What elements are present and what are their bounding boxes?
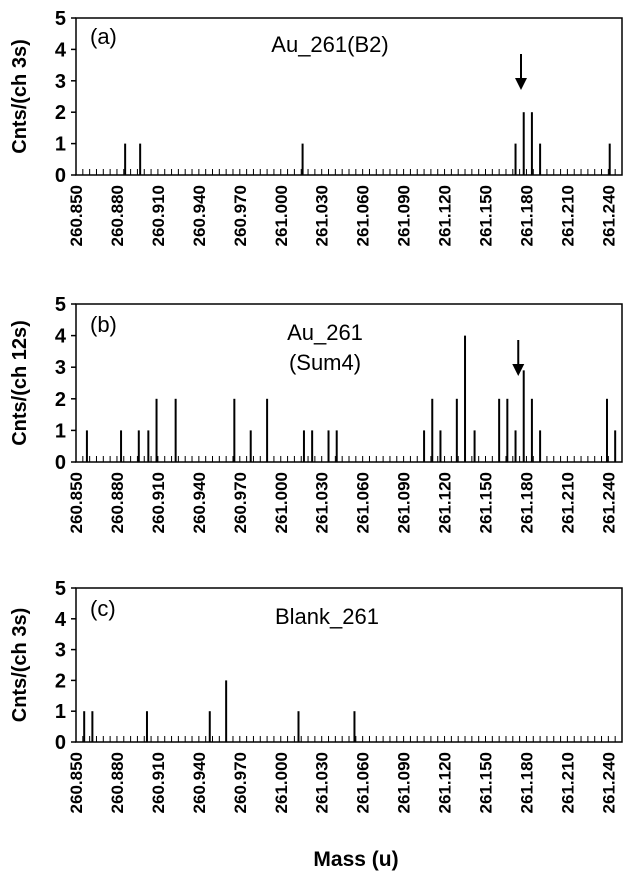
arrow-marker-head (512, 364, 525, 376)
x-tick-label: 260.910 (149, 185, 168, 246)
x-tick-label: 260.910 (149, 752, 168, 813)
x-tick-label: 261.120 (436, 472, 455, 533)
sample-annotation: (Sum4) (289, 350, 361, 375)
x-tick-label: 261.090 (395, 472, 414, 533)
y-tick-label: 1 (55, 134, 66, 156)
x-tick-label: 260.850 (67, 185, 86, 246)
y-tick-label: 2 (55, 102, 66, 124)
x-tick-label: 261.210 (558, 472, 577, 533)
x-tick-label: 261.150 (477, 752, 496, 813)
x-tick-label: 260.970 (231, 752, 250, 813)
x-tick-label: 260.940 (190, 472, 209, 533)
y-tick-label: 5 (55, 294, 66, 316)
x-tick-label: 260.940 (190, 185, 209, 246)
y-tick-label: 0 (55, 452, 66, 474)
x-tick-label: 261.180 (517, 752, 536, 813)
panel-b: 0 1 2 3 4 5 260.850 260.880 260.910 260.940 260.97… (9, 294, 623, 533)
x-tick-label: 261.000 (272, 185, 291, 246)
panel-label: (a) (90, 24, 117, 49)
y-tick-label: 1 (55, 701, 66, 723)
x-tick-label: 260.880 (108, 185, 127, 246)
y-tick-label: 4 (55, 609, 67, 631)
x-tick-label: 260.880 (108, 472, 127, 533)
x-tick-label: 260.850 (67, 472, 86, 533)
x-tick-label: 261.030 (313, 752, 332, 813)
y-tick-label: 5 (55, 578, 66, 600)
x-tick-label: 261.150 (477, 472, 496, 533)
y-tick-label: 3 (55, 640, 66, 662)
x-tick-label: 261.180 (517, 472, 536, 533)
x-tick-label: 261.000 (272, 472, 291, 533)
y-tick-label: 2 (55, 389, 66, 411)
x-tick-label: 261.240 (599, 185, 618, 246)
y-axis-label: Cnts/(ch 3s) (9, 39, 31, 153)
y-tick-label: 3 (55, 71, 66, 93)
sample-annotation: Blank_261 (275, 604, 379, 629)
x-tick-label: 260.970 (231, 185, 250, 246)
x-tick-label: 261.060 (354, 752, 373, 813)
x-tick-label: 261.210 (558, 752, 577, 813)
y-tick-label: 0 (55, 165, 66, 187)
x-tick-label: 260.850 (67, 752, 86, 813)
y-tick-label: 4 (55, 326, 67, 348)
panel-label: (b) (90, 312, 117, 337)
x-tick-label: 260.880 (108, 752, 127, 813)
y-axis-label: Cnts/(ch 12s) (9, 320, 31, 446)
x-tick-label: 261.150 (477, 185, 496, 246)
y-tick-label: 0 (55, 732, 66, 754)
x-tick-label: 261.090 (395, 185, 414, 246)
y-tick-label: 1 (55, 420, 66, 442)
y-tick-label: 4 (55, 39, 67, 61)
x-tick-label: 261.030 (313, 472, 332, 533)
x-tick-label: 261.000 (272, 752, 291, 813)
panel-label: (c) (90, 596, 116, 621)
x-axis-label: Mass (u) (313, 848, 398, 871)
y-tick-label: 2 (55, 670, 66, 692)
panel-a: 0 1 2 3 4 5 260.850 260.880 260.910 260.940 260.97… (9, 8, 623, 246)
x-tick-label: 261.030 (313, 185, 332, 246)
x-tick-label: 260.910 (149, 472, 168, 533)
y-tick-label: 5 (55, 8, 66, 30)
y-axis-label: Cnts/(ch 3s) (9, 608, 31, 722)
x-tick-label: 261.120 (436, 752, 455, 813)
x-tick-label: 261.240 (599, 752, 618, 813)
x-tick-label: 261.120 (436, 185, 455, 246)
y-tick-label: 3 (55, 357, 66, 379)
x-tick-label: 261.210 (558, 185, 577, 246)
x-tick-label: 260.940 (190, 752, 209, 813)
sample-annotation: Au_261(B2) (271, 32, 388, 57)
x-tick-label: 261.060 (354, 472, 373, 533)
arrow-marker-head (514, 78, 527, 90)
x-tick-label: 261.060 (354, 185, 373, 246)
x-tick-label: 260.970 (231, 472, 250, 533)
x-tick-label: 261.180 (517, 185, 536, 246)
sample-annotation: Au_261 (287, 320, 363, 345)
x-tick-label: 261.240 (599, 472, 618, 533)
x-tick-label: 261.090 (395, 752, 414, 813)
panel-c: 0 1 2 3 4 5 260.850 260.880 260.910 260.940 260.97… (9, 578, 623, 813)
